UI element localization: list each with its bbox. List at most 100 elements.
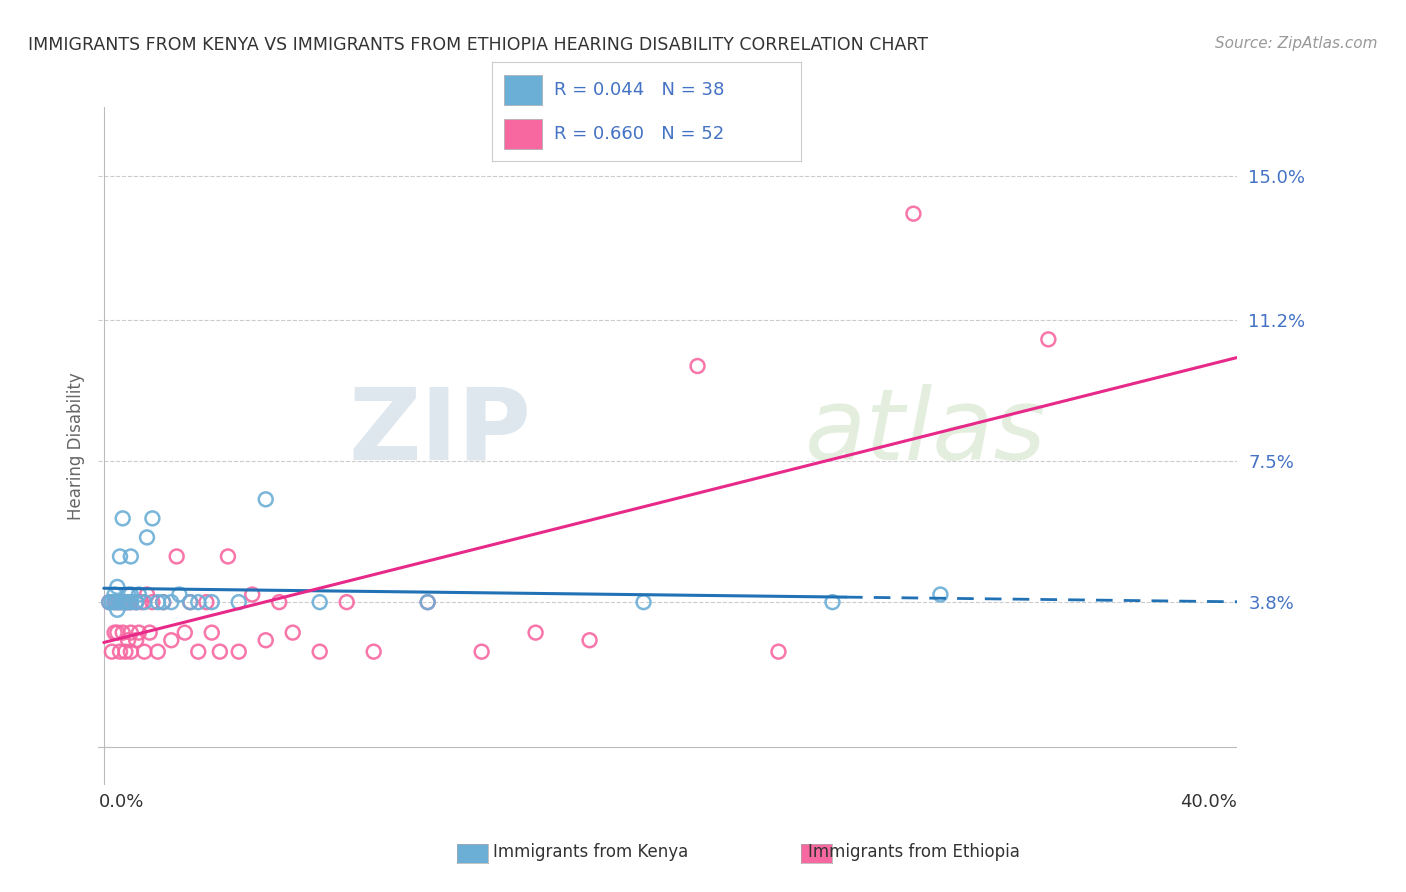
Point xyxy=(101,595,124,609)
Point xyxy=(111,595,134,609)
Point xyxy=(686,359,709,373)
Point xyxy=(108,549,131,564)
Text: 0.0%: 0.0% xyxy=(98,793,143,811)
Point xyxy=(166,549,188,564)
Point xyxy=(416,595,439,609)
Point xyxy=(821,595,844,609)
Point xyxy=(1038,332,1060,346)
Point xyxy=(524,625,547,640)
Point xyxy=(578,633,600,648)
Point xyxy=(108,645,131,659)
Point xyxy=(120,595,142,609)
Point xyxy=(117,633,139,648)
Point xyxy=(201,625,224,640)
Point xyxy=(416,595,439,609)
Y-axis label: Hearing Disability: Hearing Disability xyxy=(66,372,84,520)
Point xyxy=(120,549,142,564)
Point xyxy=(138,625,160,640)
Point xyxy=(104,588,127,602)
Text: Source: ZipAtlas.com: Source: ZipAtlas.com xyxy=(1215,36,1378,51)
Point xyxy=(117,595,139,609)
Point xyxy=(136,530,159,544)
Point xyxy=(125,595,148,609)
Point xyxy=(179,595,201,609)
Point xyxy=(98,595,121,609)
Point xyxy=(114,645,136,659)
Point xyxy=(146,645,169,659)
Point xyxy=(217,549,239,564)
Point xyxy=(281,625,304,640)
Point xyxy=(254,633,277,648)
Point xyxy=(160,595,183,609)
Point xyxy=(179,595,201,609)
Point xyxy=(141,595,163,609)
Point xyxy=(152,595,174,609)
Point xyxy=(903,207,925,221)
Point xyxy=(120,588,142,602)
Point xyxy=(228,595,250,609)
Point xyxy=(105,595,128,609)
Point xyxy=(104,595,127,609)
Point xyxy=(105,580,128,594)
Point xyxy=(929,588,952,602)
Point xyxy=(125,633,148,648)
Point xyxy=(134,645,156,659)
Point xyxy=(208,645,231,659)
Point xyxy=(173,625,195,640)
Point xyxy=(228,645,250,659)
Point xyxy=(104,625,127,640)
Point xyxy=(134,595,156,609)
FancyBboxPatch shape xyxy=(505,120,541,149)
Text: R = 0.660   N = 52: R = 0.660 N = 52 xyxy=(554,125,724,143)
Text: IMMIGRANTS FROM KENYA VS IMMIGRANTS FROM ETHIOPIA HEARING DISABILITY CORRELATION: IMMIGRANTS FROM KENYA VS IMMIGRANTS FROM… xyxy=(28,36,928,54)
Point xyxy=(101,645,124,659)
Point xyxy=(108,595,131,609)
Point xyxy=(187,645,209,659)
FancyBboxPatch shape xyxy=(505,75,541,104)
Point xyxy=(120,625,142,640)
Point xyxy=(111,625,134,640)
Point xyxy=(201,595,224,609)
Point xyxy=(108,595,131,609)
Point xyxy=(128,625,150,640)
Point xyxy=(195,595,218,609)
Point xyxy=(169,588,191,602)
Point xyxy=(768,645,790,659)
Point xyxy=(308,645,330,659)
Text: ZIP: ZIP xyxy=(349,384,531,481)
Point xyxy=(120,595,142,609)
Point xyxy=(114,595,136,609)
Point xyxy=(105,625,128,640)
Point xyxy=(160,633,183,648)
Point xyxy=(187,595,209,609)
Point xyxy=(146,595,169,609)
Point xyxy=(141,511,163,525)
Point xyxy=(105,603,128,617)
Point xyxy=(131,595,153,609)
Text: 40.0%: 40.0% xyxy=(1181,793,1237,811)
Point xyxy=(633,595,655,609)
Point xyxy=(254,492,277,507)
Text: R = 0.044   N = 38: R = 0.044 N = 38 xyxy=(554,81,724,99)
Point xyxy=(152,595,174,609)
Point xyxy=(117,588,139,602)
Point xyxy=(120,645,142,659)
Point xyxy=(98,595,121,609)
Point xyxy=(104,595,127,609)
Point xyxy=(105,595,128,609)
Point xyxy=(269,595,291,609)
Point xyxy=(125,595,148,609)
Point xyxy=(114,595,136,609)
Point xyxy=(111,511,134,525)
Point xyxy=(240,588,263,602)
Text: Immigrants from Ethiopia: Immigrants from Ethiopia xyxy=(808,843,1019,861)
Point xyxy=(125,595,148,609)
Point xyxy=(117,595,139,609)
Text: Immigrants from Kenya: Immigrants from Kenya xyxy=(494,843,688,861)
Point xyxy=(363,645,385,659)
Point xyxy=(128,588,150,602)
Point xyxy=(336,595,359,609)
Point xyxy=(111,595,134,609)
Point xyxy=(114,595,136,609)
Point xyxy=(308,595,330,609)
